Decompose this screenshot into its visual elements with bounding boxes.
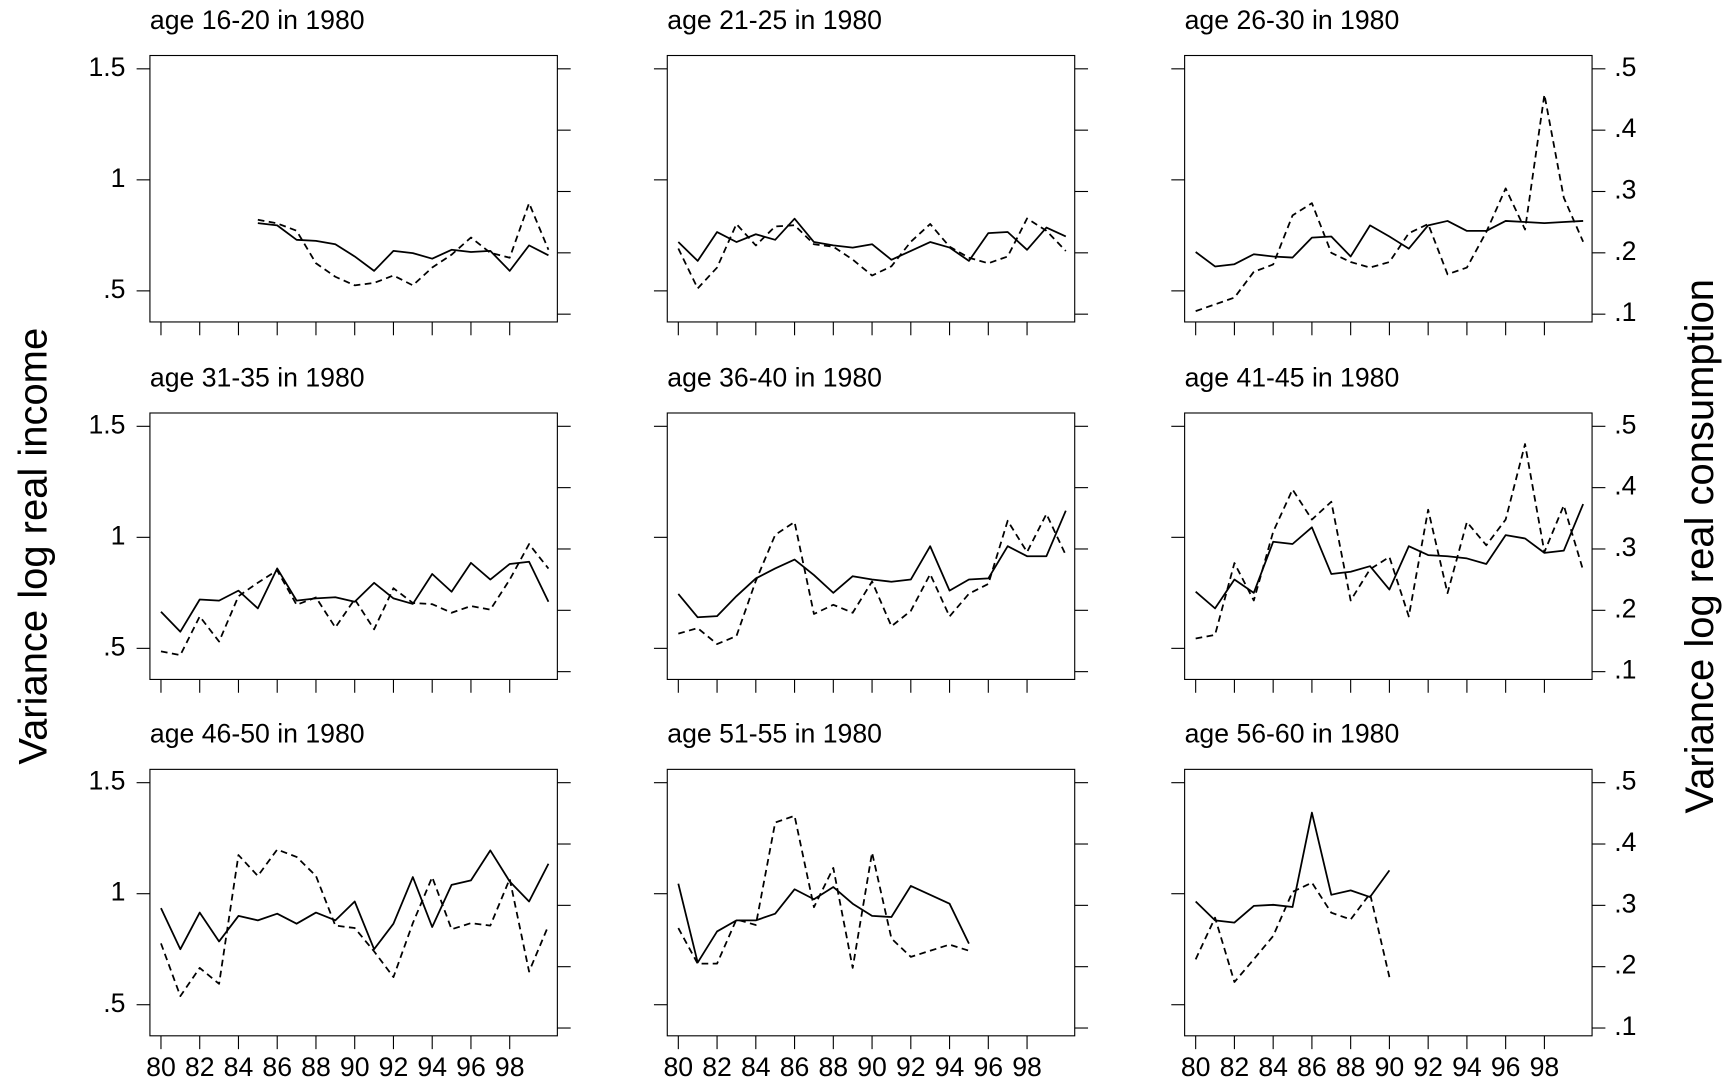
plot-frame — [149, 54, 558, 323]
panel-title: age 26-30 in 1980 — [1185, 5, 1400, 35]
series-line — [677, 814, 970, 969]
y2-tick-label: .3 — [1614, 888, 1636, 918]
panel-title: age 21-25 in 1980 — [667, 5, 882, 35]
x-tick-label: 80 — [1181, 1052, 1211, 1078]
series-line — [1195, 443, 1585, 640]
y-tick-label: 1.5 — [88, 766, 125, 796]
x-tick-label: 96 — [973, 1052, 1003, 1078]
y2-tick-label: .5 — [1614, 52, 1636, 82]
x-tick-label: 80 — [664, 1052, 694, 1078]
y2-tick-label: .1 — [1614, 1011, 1636, 1041]
y2-axis-title: Variance log real consumption — [1678, 279, 1722, 814]
series-line — [1194, 881, 1391, 983]
x-tick-label: 84 — [224, 1052, 254, 1078]
panel-title: age 41-45 in 1980 — [1185, 362, 1400, 392]
plot-frame — [666, 412, 1076, 680]
x-tick-label: 98 — [1530, 1052, 1560, 1078]
x-tick-label: 98 — [495, 1052, 525, 1078]
y2-tick-label: .5 — [1614, 409, 1636, 439]
x-tick-label: 90 — [857, 1052, 887, 1078]
x-tick-label: 82 — [702, 1052, 732, 1078]
y2-tick-label: .2 — [1614, 236, 1636, 266]
plot-frame — [1184, 412, 1593, 680]
plot-frame — [1184, 54, 1593, 323]
y-tick-label: 1.5 — [88, 409, 125, 439]
series-line — [257, 222, 549, 272]
x-tick-label: 86 — [262, 1052, 292, 1078]
plot-frame — [149, 412, 558, 680]
series-line — [257, 202, 550, 287]
plot-frame — [666, 768, 1076, 1037]
panel-title: age 46-50 in 1980 — [150, 719, 365, 749]
x-tick-label: 80 — [146, 1052, 176, 1078]
y-tick-label: .5 — [103, 988, 125, 1018]
y2-tick-label: .1 — [1614, 655, 1636, 685]
x-tick-label: 94 — [935, 1052, 965, 1078]
x-tick-label: 94 — [1452, 1052, 1482, 1078]
panel-title: age 16-20 in 1980 — [150, 5, 365, 35]
series-line — [160, 848, 550, 998]
x-tick-label: 88 — [301, 1052, 331, 1078]
plot-frame — [666, 54, 1076, 323]
x-tick-label: 88 — [1336, 1052, 1366, 1078]
y2-tick-label: .4 — [1614, 471, 1636, 501]
x-tick-label: 86 — [780, 1052, 810, 1078]
series-line — [160, 560, 550, 633]
x-tick-label: 96 — [1491, 1052, 1521, 1078]
x-tick-label: 88 — [819, 1052, 849, 1078]
x-tick-label: 92 — [896, 1052, 926, 1078]
x-tick-label: 84 — [741, 1052, 771, 1078]
x-tick-label: 82 — [1220, 1052, 1250, 1078]
series-line — [677, 883, 970, 964]
series-line — [1195, 220, 1584, 268]
y-tick-label: 1 — [111, 877, 126, 907]
series-line — [1195, 811, 1391, 924]
y2-tick-label: .2 — [1614, 593, 1636, 623]
series-line — [677, 217, 1067, 290]
panel-title: age 56-60 in 1980 — [1185, 719, 1400, 749]
plot-frame — [149, 768, 558, 1037]
x-tick-label: 94 — [417, 1052, 447, 1078]
y2-tick-label: .3 — [1614, 532, 1636, 562]
x-tick-label: 92 — [379, 1052, 409, 1078]
x-tick-label: 84 — [1258, 1052, 1288, 1078]
series-line — [678, 513, 1067, 645]
y2-tick-label: .5 — [1614, 766, 1636, 796]
y2-tick-label: .1 — [1614, 297, 1636, 327]
panel-title: age 51-55 in 1980 — [667, 719, 882, 749]
panel-title: age 36-40 in 1980 — [667, 362, 882, 392]
y-tick-label: .5 — [103, 631, 125, 661]
series-line — [1195, 93, 1584, 312]
y-tick-label: 1 — [111, 520, 126, 550]
x-tick-label: 90 — [340, 1052, 370, 1078]
x-tick-label: 86 — [1297, 1052, 1327, 1078]
x-tick-label: 98 — [1012, 1052, 1042, 1078]
y2-tick-label: .4 — [1614, 113, 1636, 143]
y2-tick-label: .2 — [1614, 950, 1636, 980]
x-tick-label: 96 — [456, 1052, 486, 1078]
x-tick-label: 82 — [185, 1052, 215, 1078]
y-tick-label: 1 — [111, 163, 126, 193]
y-tick-label: 1.5 — [88, 52, 125, 82]
y-axis-title: Variance log real income — [12, 328, 56, 765]
y2-tick-label: .3 — [1614, 175, 1636, 205]
x-tick-label: 90 — [1375, 1052, 1405, 1078]
x-tick-label: 92 — [1413, 1052, 1443, 1078]
y-tick-label: .5 — [103, 274, 125, 304]
series-line — [160, 543, 550, 656]
series-line — [160, 849, 550, 951]
series-line — [677, 510, 1067, 619]
series-line — [1195, 503, 1584, 610]
plot-frame — [1184, 768, 1593, 1037]
series-line — [677, 217, 1067, 262]
panel-title: age 31-35 in 1980 — [150, 362, 365, 392]
y2-tick-label: .4 — [1614, 827, 1636, 857]
